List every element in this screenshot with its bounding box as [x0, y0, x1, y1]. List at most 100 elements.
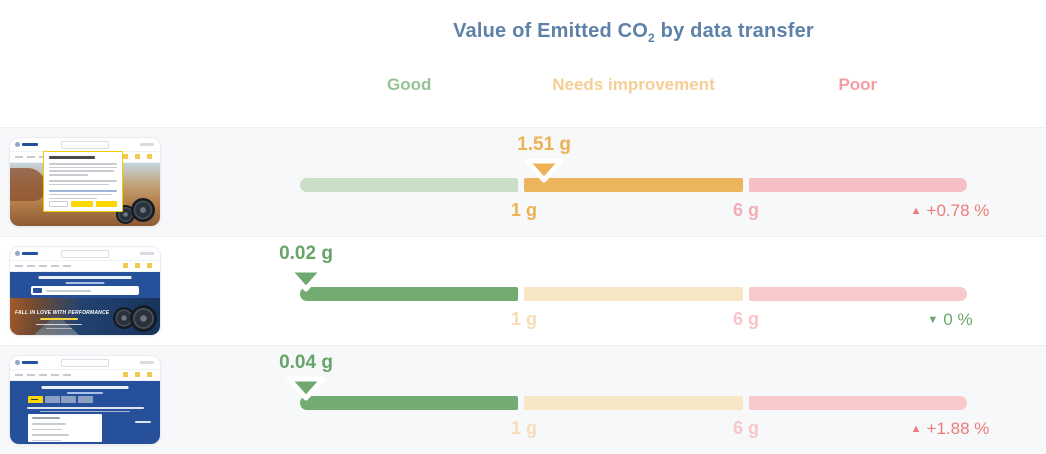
co2-gauge: 0.04 g 1 g 6 g	[279, 346, 967, 454]
band-title-line	[41, 386, 129, 389]
nav-icons	[123, 372, 155, 377]
threshold-label-6g: 6 g	[732, 418, 760, 438]
tire-search-input	[31, 286, 139, 295]
page-thumbnail-homepage[interactable]: FALL IN LOVE WITH PERFORMANCE	[10, 247, 160, 335]
michelin-logo	[15, 142, 39, 147]
browser-header	[10, 247, 160, 260]
modal-secondary-button	[49, 201, 69, 207]
mini-search-bar	[61, 141, 109, 149]
browser-nav	[10, 260, 160, 272]
michelin-logo	[15, 251, 39, 256]
mini-account-area	[140, 361, 154, 364]
gauge-bar	[300, 396, 967, 410]
tire-finder-section	[10, 381, 160, 444]
change-value: 0 %	[943, 310, 973, 329]
nav-icons	[123, 154, 155, 159]
browser-nav	[10, 369, 160, 381]
change-percent: ▲ +0.78 %	[870, 201, 1030, 221]
finder-text-line	[26, 407, 144, 409]
zone-label-good: Good	[386, 75, 432, 94]
gauge-zone-needs-improvement	[524, 287, 743, 301]
side-text-line	[135, 421, 151, 423]
dropdown-option-line	[32, 423, 67, 425]
gauge-zone-poor	[748, 178, 967, 192]
modal-text-line	[49, 163, 117, 165]
page-row-cookie-consent: 1.51 g 1 g 6 g ▲ +0.78 %	[0, 127, 1046, 236]
dropdown-panel	[28, 414, 102, 442]
hero-text-line	[36, 323, 82, 325]
page-row-tire-finder: 0.04 g 1 g 6 g ▲ +1.88 %	[0, 345, 1046, 454]
threshold-label-1g: 1 g	[510, 200, 538, 220]
gauge-marker-icon	[286, 376, 326, 401]
page-thumbnail-tire-finder[interactable]	[10, 356, 160, 444]
band-title-line	[38, 276, 132, 279]
co2-value: 0.02 g	[279, 243, 333, 264]
tire-image	[131, 198, 155, 222]
modal-text-line	[49, 183, 109, 186]
modal-accept-all-button	[95, 201, 117, 207]
mini-account-area	[140, 143, 154, 146]
tire-image	[130, 305, 157, 332]
tire-search-band	[10, 272, 160, 298]
tab	[77, 396, 93, 403]
modal-text-line	[49, 174, 89, 176]
change-value: +0.78 %	[926, 201, 990, 220]
modal-text-line	[49, 170, 115, 172]
title-subscript: 2	[648, 31, 655, 46]
tab	[44, 396, 60, 403]
gauge-zone-good	[300, 287, 519, 301]
finder-tabs	[28, 396, 93, 403]
gauge-marker-icon	[286, 267, 326, 292]
browser-header	[10, 138, 160, 151]
threshold-label-1g: 1 g	[510, 309, 538, 329]
gauge-zone-needs-improvement	[524, 396, 743, 410]
modal-title-placeholder	[49, 156, 96, 159]
mini-search-bar	[61, 359, 109, 367]
dropdown-option-line	[32, 439, 62, 441]
gauge-zone-poor	[748, 396, 967, 410]
zone-label-poor: Poor	[838, 75, 878, 94]
mini-account-area	[140, 252, 154, 255]
zone-label-needs-improvement: Needs improvement	[552, 75, 715, 94]
page-title: Value of Emitted CO2 by data transfer	[300, 20, 967, 45]
page-rows: 1.51 g 1 g 6 g ▲ +0.78 %	[0, 127, 1046, 454]
modal-text-line	[49, 180, 117, 182]
change-percent: ▼ 0 %	[870, 310, 1030, 330]
nav-icons	[123, 263, 155, 268]
dropdown-option-line	[32, 434, 69, 436]
page-row-homepage: FALL IN LOVE WITH PERFORMANCE 0.02 g 1 g	[0, 236, 1046, 345]
dropdown-header-line	[32, 417, 60, 419]
hero-text-line	[46, 327, 72, 329]
gauge-bar	[300, 287, 967, 301]
modal-accept-button	[71, 201, 93, 207]
dropdown-option-line	[32, 428, 63, 430]
gauge-bar	[300, 178, 967, 192]
michelin-logo	[15, 360, 39, 365]
modal-buttons	[49, 201, 117, 207]
mini-search-bar	[61, 250, 109, 258]
threshold-label-1g: 1 g	[510, 418, 538, 438]
modal-text-line	[49, 197, 97, 199]
change-value: +1.88 %	[926, 419, 990, 438]
hero-image-performance: FALL IN LOVE WITH PERFORMANCE	[10, 298, 160, 335]
gauge-zone-good	[300, 178, 519, 192]
gauge-zone-good	[300, 396, 519, 410]
hero-headline: FALL IN LOVE WITH PERFORMANCE	[15, 310, 110, 316]
cookie-consent-modal	[43, 151, 123, 212]
gauge-marker-icon	[524, 158, 564, 183]
modal-text-line	[49, 193, 112, 196]
nav-links	[15, 265, 73, 267]
trend-up-icon: ▲	[910, 205, 922, 217]
co2-value: 0.04 g	[279, 352, 333, 373]
tab	[61, 396, 76, 403]
change-percent: ▲ +1.88 %	[870, 419, 1030, 439]
browser-header	[10, 356, 160, 369]
co2-gauge: 0.02 g 1 g 6 g	[279, 237, 967, 345]
threshold-label-6g: 6 g	[732, 200, 760, 220]
page-thumbnail-cookie-consent[interactable]	[10, 138, 160, 226]
modal-link-line	[49, 190, 117, 192]
zone-headers: Good Needs improvement Poor	[300, 75, 967, 95]
tab-active	[28, 396, 43, 403]
tire-image	[113, 307, 135, 329]
